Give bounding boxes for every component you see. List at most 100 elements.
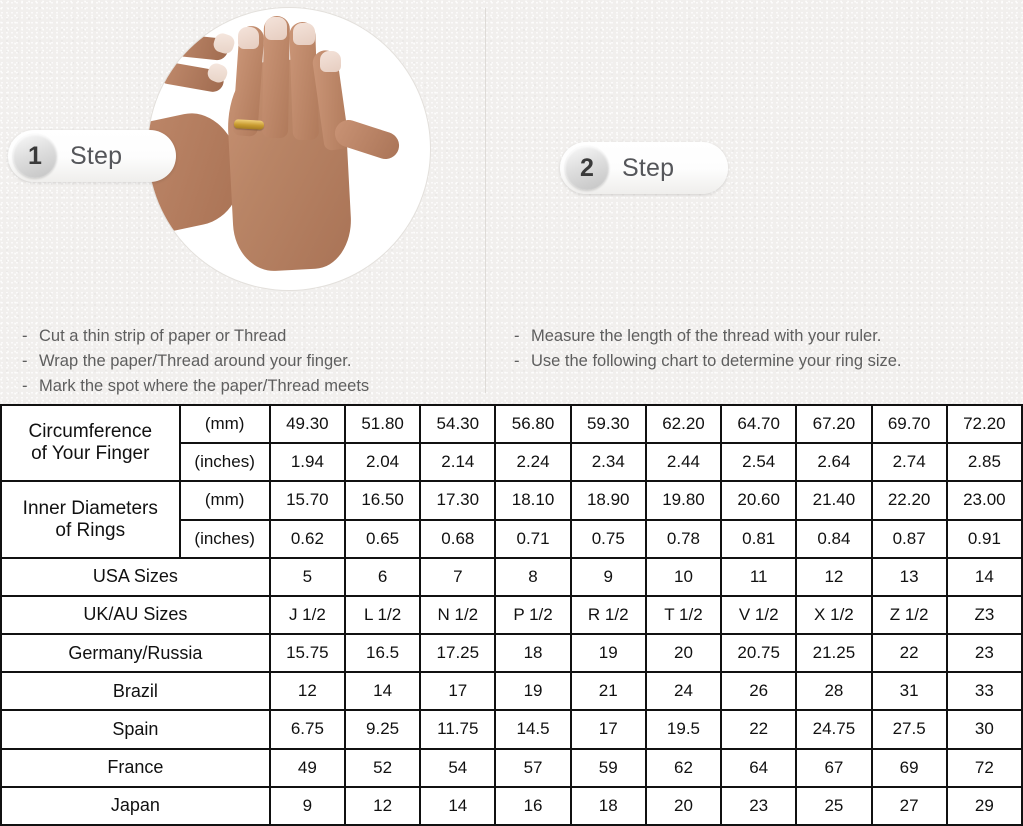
cell: 8	[494, 556, 572, 597]
cell: 14.5	[494, 709, 572, 750]
bullet-dash: -	[22, 352, 28, 370]
cell: 10	[644, 556, 723, 597]
cell: 23	[720, 785, 798, 826]
cell: 16.50	[343, 480, 422, 521]
list-item: - Use the following chart to determine yo…	[514, 349, 902, 374]
cell: 20	[644, 633, 723, 674]
bullet-dash: -	[22, 327, 28, 345]
cell: 18	[494, 633, 572, 674]
row-label-circumference: Circumference of Your Finger	[0, 403, 181, 483]
cell: R 1/2	[569, 594, 647, 636]
step2-bullet-2: Use the following chart to determine you…	[531, 352, 902, 370]
row-label-germany-russia: Germany/Russia	[0, 633, 271, 674]
cell: 17.25	[419, 633, 497, 674]
middle-nail	[265, 17, 287, 40]
cell: 9.25	[343, 709, 422, 750]
row-label-line1: Circumference	[28, 421, 153, 443]
cell: 30	[945, 709, 1023, 750]
cell: 16	[494, 785, 572, 826]
row-label-uk-au-sizes: UK/AU Sizes	[0, 594, 271, 636]
cell: 64.70	[720, 403, 798, 445]
cell: 26	[720, 671, 798, 712]
row-label-france: France	[0, 747, 271, 788]
row-label-japan: Japan	[0, 785, 271, 826]
row-label-brazil: Brazil	[0, 671, 271, 712]
ring-nail	[293, 23, 315, 45]
cell: P 1/2	[494, 594, 572, 636]
step1-badge: 1 Step	[8, 130, 176, 182]
step2-label: Step	[622, 153, 675, 182]
step2-instructions: - Measure the length of the thread with y…	[514, 324, 902, 374]
step1-bullet-3: Mark the spot where the paper/Thread mee…	[39, 377, 370, 395]
step2-badge: 2 Step	[560, 142, 728, 194]
cell: 20.75	[720, 633, 798, 674]
little-nail	[320, 51, 341, 72]
cell: 49.30	[268, 403, 346, 445]
cell: 72	[945, 747, 1023, 788]
unit-cell: (inches)	[178, 442, 271, 483]
cell: 24	[644, 671, 723, 712]
cell: 14	[419, 785, 497, 826]
cell: 23.00	[945, 480, 1023, 521]
step2-number: 2	[565, 146, 609, 190]
cell: 29	[945, 785, 1023, 826]
cell: 33	[945, 671, 1023, 712]
cell: 2.74	[870, 442, 948, 483]
cell: 15.75	[268, 633, 346, 674]
steps-section: 1 Step - Cut a thin strip of paper or Thr…	[0, 0, 1023, 404]
cell: 18	[569, 785, 647, 826]
cell: 64	[720, 747, 798, 788]
cell: 17	[419, 671, 497, 712]
cell: 62	[644, 747, 723, 788]
table-row: Inner Diameters of Rings (mm) 15.70 16.5…	[0, 480, 1023, 559]
cell: 5	[268, 556, 346, 597]
step1-bullet-1: Cut a thin strip of paper or Thread	[39, 327, 287, 345]
cell: 6	[343, 556, 422, 597]
cell: 56.80	[494, 403, 572, 445]
cell: V 1/2	[720, 594, 798, 636]
cell: 0.75	[569, 518, 647, 559]
cell: 0.91	[945, 518, 1023, 559]
cell: Z 1/2	[870, 594, 948, 636]
cell: 2.04	[343, 442, 422, 483]
cell: T 1/2	[644, 594, 723, 636]
cell: 54.30	[419, 403, 497, 445]
cell: 0.71	[494, 518, 572, 559]
cell: 62.20	[644, 403, 723, 445]
cell: J 1/2	[268, 594, 346, 636]
table-row: (inches) 1.94 2.04 2.14 2.24 2.34 2.44 2…	[1, 442, 1023, 483]
cell: 67	[795, 747, 873, 788]
unit-cell: (mm)	[178, 403, 271, 445]
gold-ring-icon	[233, 119, 265, 130]
cell: 17	[569, 709, 647, 750]
cell: 21.25	[795, 633, 873, 674]
table-row: Spain 6.75 9.25 11.75 14.5 17 19.5 22 24…	[0, 709, 1023, 750]
table-row: (inches) 0.62 0.65 0.68 0.71 0.75 0.78 0…	[1, 518, 1023, 559]
table-row: France 49 52 54 57 59 62 64 67 69 72	[0, 747, 1023, 788]
cell: 0.81	[720, 518, 798, 559]
step1-photo	[148, 8, 430, 290]
list-item: - Wrap the paper/Thread around your finge…	[22, 349, 369, 374]
cell: 69	[870, 747, 948, 788]
cell: 27.5	[870, 709, 948, 750]
cell: 67.20	[795, 403, 873, 445]
cell: 0.78	[644, 518, 723, 559]
cell: 13	[870, 556, 948, 597]
step1-label: Step	[70, 141, 123, 170]
table-row: UK/AU Sizes J 1/2 L 1/2 N 1/2 P 1/2 R 1/…	[0, 594, 1023, 636]
ring-size-table: Circumference of Your Finger (mm) 49.30 …	[0, 403, 1023, 826]
cell: 59	[569, 747, 647, 788]
cell: 14	[945, 556, 1023, 597]
cell: 21	[569, 671, 647, 712]
cell: 11	[720, 556, 798, 597]
step1-number: 1	[13, 134, 57, 178]
cell: 19.5	[644, 709, 723, 750]
table-row: Germany/Russia 15.75 16.5 17.25 18 19 20…	[0, 633, 1023, 674]
row-label-inner-diameters: Inner Diameters of Rings	[0, 480, 181, 559]
list-item: - Measure the length of the thread with y…	[514, 324, 902, 349]
cell: 2.14	[419, 442, 497, 483]
cell: 25	[795, 785, 873, 826]
table-row: USA Sizes 5 6 7 8 9 10 11 12 13 14	[0, 556, 1023, 597]
cell: 49	[268, 747, 346, 788]
cell: 54	[419, 747, 497, 788]
